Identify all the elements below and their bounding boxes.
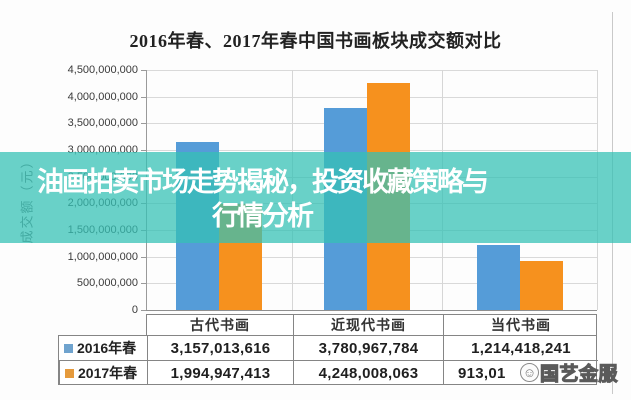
y-tick-label: 0: [131, 304, 138, 316]
legend-row-label-2017年春: 2017年春: [59, 361, 147, 385]
y-tick-label: 1,000,000,000: [67, 250, 138, 263]
y-axis-tick: [141, 310, 146, 311]
watermark-smiley-icon: ☺: [520, 363, 539, 382]
y-axis-tick: [141, 150, 146, 151]
table-value-2017年春-古代书画: 1,994,947,413: [147, 361, 293, 385]
table-value-2017年春-当代书画: 913,01: [443, 361, 598, 385]
bar-2017年春-当代书画: [519, 261, 563, 310]
table-header-古代书画: 古代书画: [190, 317, 250, 333]
legend-swatch-icon: [64, 343, 73, 353]
y-axis-tick: [141, 96, 146, 98]
watermark-text: 国艺金服: [539, 363, 619, 385]
table-value-2016年春-近现代书画: 3,780,967,784: [293, 336, 443, 361]
headline-line-2: 行情分析: [212, 201, 314, 231]
y-tick-label: 500,000,000: [76, 277, 138, 290]
y-tick-label: 3,500,000,000: [67, 117, 138, 130]
y-tick-label: 4,500,000,000: [67, 64, 138, 76]
bar-2016年春-当代书画: [476, 245, 520, 310]
table-value-2017年春-近现代书画: 4,248,008,063: [293, 361, 443, 385]
table-value-2016年春-当代书画: 1,214,418,241: [443, 336, 598, 361]
data-table-header: 古代书画 近现代书画 当代书画: [146, 314, 597, 336]
legend-row-label-2016年春: 2016年春: [59, 336, 147, 361]
table-header-当代书画: 当代书画: [443, 315, 598, 335]
gridline: [146, 70, 597, 71]
data-table-body: 2016年春 3,157,013,616 3,780,967,784 1,214,41…: [58, 335, 598, 385]
chart-title: 2016年春、2017年春中国书画板块成交额对比: [129, 31, 502, 51]
table-value-2016年春-古代书画: 3,157,013,616: [147, 336, 293, 361]
headline-line-1: 油画拍卖市场走势揭秘，投资收藏策略与: [37, 167, 489, 197]
y-axis-tick: [141, 256, 146, 258]
legend-swatch-icon: [65, 368, 74, 378]
gridline: [146, 310, 597, 311]
watermark: ☺ 国艺金服: [520, 359, 618, 386]
headline-banner: 油画拍卖市场走势揭秘，投资收藏策略与 行情分析: [0, 152, 631, 243]
y-axis-tick: [141, 70, 146, 71]
y-tick-label: 4,000,000,000: [67, 90, 138, 103]
y-axis-tick: [141, 123, 146, 125]
y-axis-tick: [141, 283, 146, 285]
table-header-近现代书画: 近现代书画: [293, 315, 443, 335]
